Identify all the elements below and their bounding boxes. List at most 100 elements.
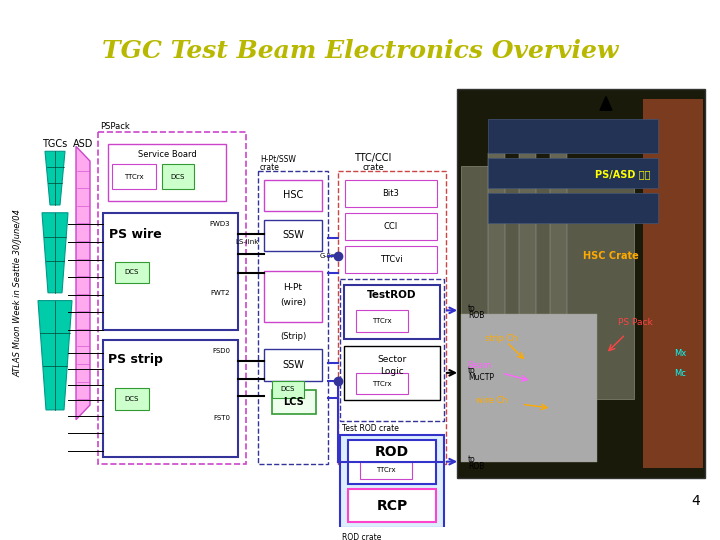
- Bar: [338, 171, 446, 464]
- Text: to: to: [468, 304, 476, 313]
- Text: SSW: SSW: [282, 360, 304, 370]
- Polygon shape: [38, 301, 72, 410]
- Text: wire Ch: wire Ch: [476, 396, 508, 405]
- Text: TTC/CCI: TTC/CCI: [354, 153, 392, 163]
- Text: (wire): (wire): [280, 298, 306, 307]
- Bar: [457, 89, 705, 478]
- Bar: [115, 261, 149, 283]
- Text: PS Pack: PS Pack: [618, 318, 653, 327]
- Text: TTCrx: TTCrx: [124, 174, 144, 180]
- Polygon shape: [600, 97, 612, 110]
- Text: Test ROD crate: Test ROD crate: [342, 424, 399, 433]
- Bar: [264, 349, 322, 381]
- Polygon shape: [42, 213, 68, 293]
- Bar: [98, 132, 246, 464]
- Bar: [264, 220, 322, 251]
- Bar: [258, 171, 328, 464]
- Text: TGCs: TGCs: [42, 139, 68, 150]
- Text: CCI: CCI: [384, 222, 398, 231]
- Text: ATLAS Muon Week in Seattle 30/June/04: ATLAS Muon Week in Seattle 30/June/04: [14, 209, 22, 377]
- Bar: [345, 213, 437, 240]
- Bar: [348, 489, 436, 522]
- Text: TGC Test Beam Electronics Overview: TGC Test Beam Electronics Overview: [102, 39, 618, 63]
- Bar: [162, 164, 194, 190]
- Bar: [115, 388, 149, 410]
- Text: DCS: DCS: [171, 174, 185, 180]
- Text: 4: 4: [691, 494, 700, 508]
- Text: Beam: Beam: [467, 361, 492, 370]
- Bar: [348, 440, 436, 484]
- Bar: [344, 347, 440, 400]
- Text: TTCrx: TTCrx: [376, 468, 396, 474]
- Text: G-link: G-link: [320, 253, 341, 259]
- Text: SSW: SSW: [282, 230, 304, 240]
- Bar: [340, 435, 444, 528]
- Bar: [519, 153, 536, 413]
- Text: crate: crate: [362, 164, 384, 172]
- Text: TTCrx: TTCrx: [372, 381, 392, 387]
- Text: ASD: ASD: [73, 139, 93, 150]
- Bar: [108, 144, 226, 201]
- Bar: [488, 119, 658, 153]
- Text: MuCTP: MuCTP: [468, 373, 494, 382]
- Bar: [344, 285, 440, 339]
- Bar: [112, 164, 156, 190]
- Text: H-Pt: H-Pt: [284, 284, 302, 293]
- Text: FWT2: FWT2: [210, 290, 230, 296]
- Text: (Strip): (Strip): [280, 332, 306, 341]
- Text: TTCvi: TTCvi: [379, 255, 402, 264]
- Text: ROD crate: ROD crate: [342, 534, 382, 540]
- Polygon shape: [45, 151, 65, 205]
- Text: crate: crate: [260, 164, 280, 172]
- Text: to: to: [468, 366, 476, 375]
- Bar: [103, 340, 238, 457]
- Bar: [272, 390, 316, 414]
- Text: DCS: DCS: [281, 387, 295, 393]
- Text: LCS: LCS: [284, 397, 305, 407]
- Text: HSC: HSC: [283, 190, 303, 200]
- Bar: [488, 158, 658, 188]
- Text: FWD3: FWD3: [210, 221, 230, 227]
- Bar: [360, 462, 412, 479]
- Bar: [461, 166, 634, 399]
- Bar: [356, 373, 408, 394]
- Bar: [345, 246, 437, 273]
- Bar: [103, 213, 238, 330]
- Bar: [461, 314, 597, 462]
- Bar: [550, 153, 567, 413]
- Text: DCS: DCS: [125, 269, 139, 275]
- Text: PS wire: PS wire: [109, 228, 161, 241]
- Text: ROB: ROB: [468, 462, 485, 471]
- Bar: [488, 193, 658, 224]
- Text: TestROD: TestROD: [367, 290, 417, 300]
- Text: Bit3: Bit3: [382, 189, 400, 198]
- Text: PS strip: PS strip: [107, 353, 163, 366]
- Text: DCS: DCS: [125, 396, 139, 402]
- Text: PS/ASD 電源: PS/ASD 電源: [595, 170, 651, 179]
- Text: ROB: ROB: [468, 310, 485, 320]
- Bar: [264, 180, 322, 211]
- Text: HSC Crate: HSC Crate: [583, 251, 639, 261]
- Bar: [356, 310, 408, 332]
- Text: LS-link: LS-link: [235, 239, 258, 245]
- Text: Sector: Sector: [377, 355, 407, 363]
- Text: ROD: ROD: [375, 445, 409, 459]
- Bar: [340, 279, 444, 421]
- Text: strip Ch: strip Ch: [485, 334, 518, 342]
- Text: Mx: Mx: [674, 349, 686, 358]
- Text: Logic: Logic: [380, 367, 404, 376]
- Text: FST0: FST0: [213, 415, 230, 421]
- Text: to: to: [468, 455, 476, 464]
- Text: FSD0: FSD0: [212, 348, 230, 354]
- Bar: [272, 381, 304, 398]
- Text: TTCrx: TTCrx: [372, 318, 392, 324]
- Bar: [488, 153, 505, 413]
- Text: Service Board: Service Board: [138, 150, 197, 159]
- Bar: [643, 99, 703, 469]
- Text: H-Pt/SSW: H-Pt/SSW: [260, 154, 296, 164]
- Text: RCP: RCP: [377, 498, 408, 512]
- Text: Mc: Mc: [674, 369, 686, 377]
- Text: PSPack: PSPack: [100, 123, 130, 131]
- Bar: [264, 271, 322, 322]
- Bar: [345, 180, 437, 207]
